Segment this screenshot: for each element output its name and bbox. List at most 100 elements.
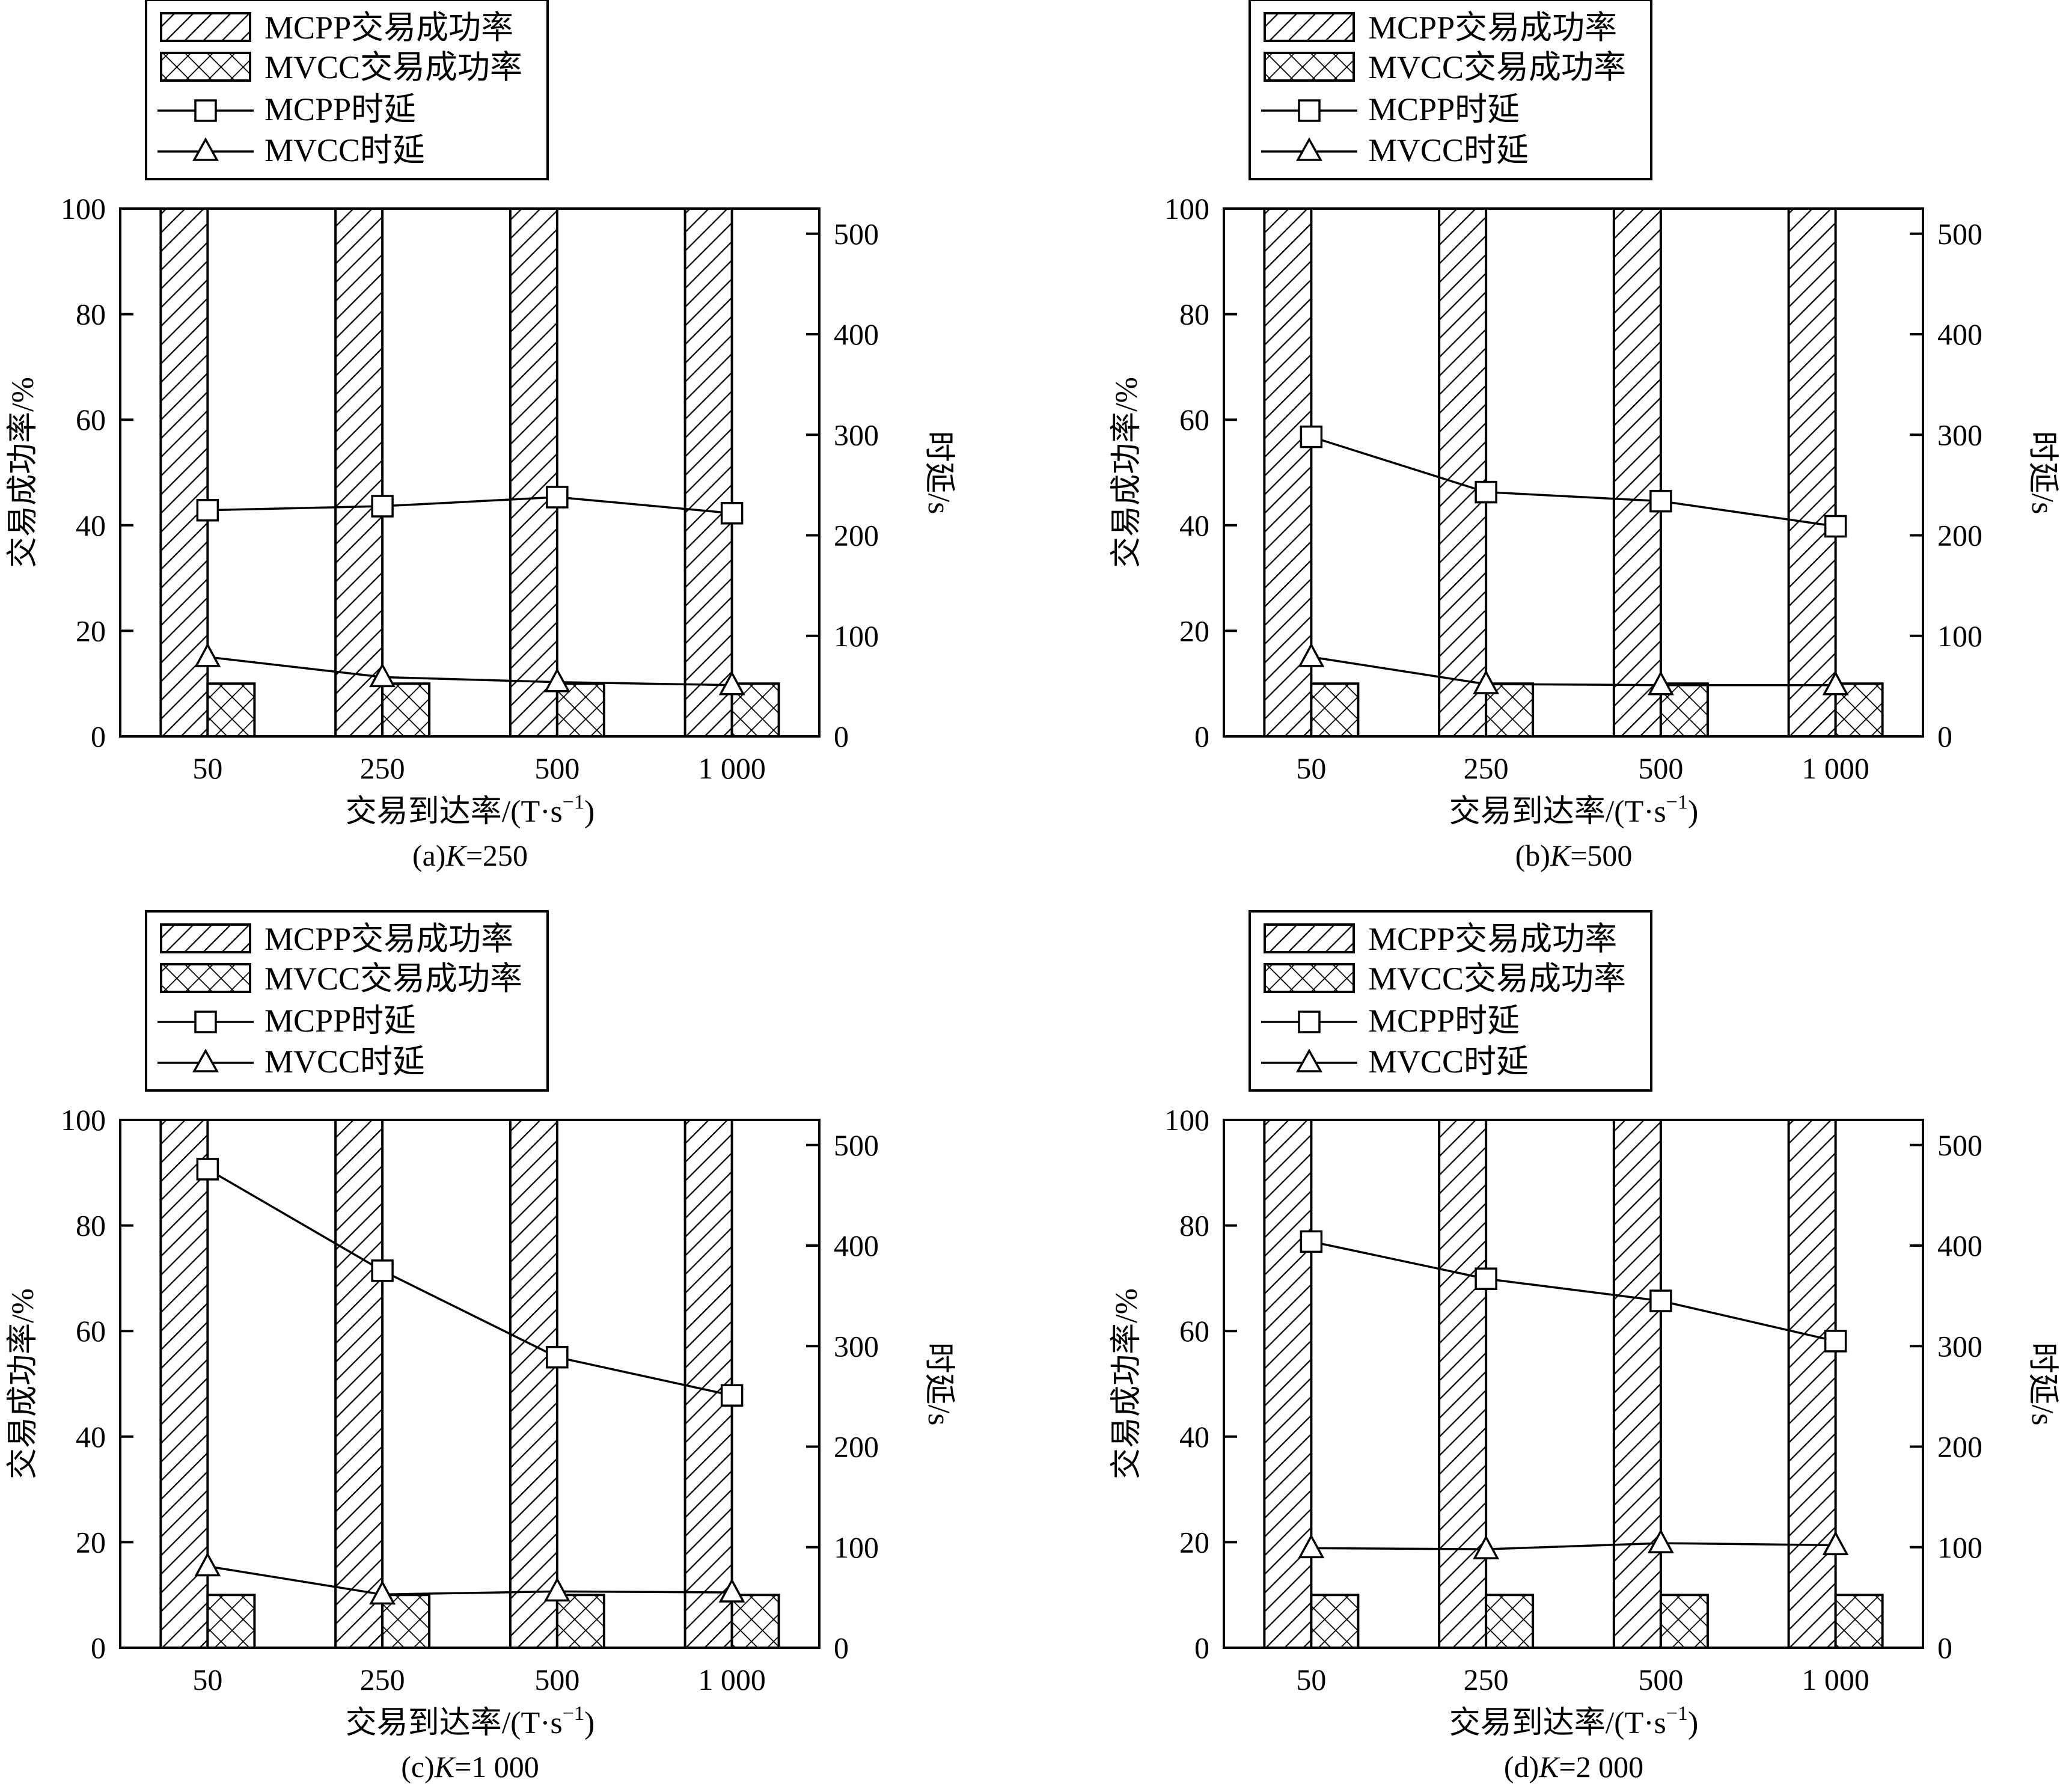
- legend-label-mvcc-delay: MVCC时延: [264, 132, 425, 168]
- y-left-tick-label: 100: [1164, 1103, 1209, 1137]
- x-axis-title-main: 交易到达率/(T·s: [346, 1706, 563, 1740]
- x-axis-title-main: 交易到达率/(T·s: [1449, 795, 1666, 829]
- y-right-tick-label: 100: [1937, 1531, 1982, 1564]
- y-left-tick-label: 0: [91, 720, 106, 753]
- panel-caption: (b)K=500: [1515, 839, 1633, 872]
- line-mcpp-delay: [1310, 435, 1836, 528]
- x-tick-label: 500: [1638, 751, 1683, 785]
- legend-label-mvcc-rate: MVCC交易成功率: [1368, 961, 1626, 997]
- legend-label-mcpp-rate: MCPP交易成功率: [264, 10, 513, 46]
- y-right-tick-label: 500: [1937, 217, 1982, 251]
- y-left-tick-label: 60: [1179, 1314, 1209, 1348]
- marker-mvcc-delay-1: [1298, 1534, 1325, 1559]
- y-left-tick-label: 0: [1194, 1631, 1209, 1665]
- marker-mcpp-delay-4: [1824, 1330, 1847, 1353]
- y-right-tick-label: 300: [1937, 1329, 1982, 1363]
- marker-mvcc-delay-4: [718, 1578, 745, 1603]
- plot-frame: [119, 207, 821, 738]
- bar-mvcc-rate-3: [1659, 1594, 1709, 1649]
- y-left-tick-label: 0: [91, 1631, 106, 1665]
- bar-mcpp-rate-1: [1263, 1119, 1313, 1649]
- x-axis-title: 交易到达率/(T·s−1): [1449, 791, 1699, 829]
- marker-mvcc-delay-1: [1298, 643, 1325, 667]
- x-tick-label: 50: [192, 1663, 222, 1696]
- marker-mvcc-delay-2: [1473, 670, 1500, 694]
- y-right-tick-label: 500: [834, 217, 879, 251]
- caption-k: K: [1538, 1750, 1560, 1784]
- bar-mcpp-rate-1: [159, 1119, 209, 1649]
- panel-caption: (c)K=1 000: [401, 1750, 539, 1784]
- legend-marker-triangle: [1296, 137, 1322, 161]
- caption-prefix: (c): [401, 1750, 435, 1784]
- y-left-tick-label: 80: [76, 1209, 106, 1243]
- marker-mvcc-delay-3: [543, 668, 570, 693]
- y-axis-title-right: 时延/s: [2025, 1342, 2059, 1426]
- legend-label-mcpp-rate: MCPP交易成功率: [1368, 921, 1617, 957]
- y-left-tick-label: 20: [1179, 614, 1209, 647]
- x-axis-title: 交易到达率/(T·s−1): [346, 791, 595, 829]
- legend-label-mvcc-rate: MVCC交易成功率: [264, 961, 522, 997]
- marker-mcpp-delay-3: [546, 1345, 569, 1369]
- x-tick-label: 250: [1464, 751, 1509, 785]
- y-left-tick-label: 40: [76, 1420, 106, 1454]
- panel-caption: (d)K=2 000: [1504, 1750, 1643, 1784]
- x-axis-title-close: ): [584, 1706, 594, 1740]
- bar-mvcc-rate-3: [555, 1594, 605, 1649]
- bar-mcpp-rate-3: [1612, 1119, 1662, 1649]
- bar-mcpp-rate-3: [509, 207, 558, 738]
- y-axis-title-left: 交易成功率/%: [6, 1288, 40, 1479]
- y-right-tick-label: 300: [834, 418, 879, 451]
- y-left-tick-label: 80: [76, 298, 106, 331]
- marker-mvcc-delay-1: [194, 643, 221, 667]
- x-tick-label: 500: [534, 1663, 579, 1696]
- marker-mvcc-delay-4: [1822, 1531, 1849, 1556]
- bar-mcpp-rate-2: [1438, 207, 1488, 738]
- marker-mcpp-delay-4: [1824, 515, 1847, 538]
- x-tick-label: 250: [360, 751, 405, 785]
- legend-swatch-mvcc-rate: [1264, 963, 1355, 993]
- y-left-tick-label: 20: [76, 614, 106, 647]
- y-left-tick-label: 60: [76, 403, 106, 436]
- bar-mvcc-rate-1: [206, 682, 256, 738]
- marker-mcpp-delay-3: [1649, 1289, 1672, 1312]
- marker-mcpp-delay-2: [1475, 480, 1497, 504]
- legend-label-mvcc-rate: MVCC交易成功率: [264, 49, 522, 85]
- legend-swatch-mcpp-rate: [1264, 923, 1355, 953]
- y-left-tick-label: 100: [61, 1103, 106, 1137]
- y-left-tick-label: 40: [76, 509, 106, 542]
- y-right-tick-label: 0: [834, 720, 849, 753]
- plot-frame: [1223, 207, 1924, 738]
- caption-value: =2 000: [1559, 1750, 1643, 1784]
- x-tick-label: 250: [360, 1663, 405, 1696]
- y-right-tick-label: 300: [834, 1329, 879, 1363]
- y-right-tick-label: 300: [1937, 418, 1982, 451]
- legend-marker-triangle: [1296, 1048, 1322, 1072]
- chart-panel-4: MCPP交易成功率 MVCC交易成功率 MCPP时延 MVCC时延 0 20 40 60 80 1…: [1110, 910, 2059, 1784]
- y-left-tick-label: 80: [1179, 1209, 1209, 1243]
- caption-prefix: (b): [1515, 839, 1550, 872]
- panel-caption: (a)K=250: [412, 839, 528, 872]
- legend-swatch-mcpp-rate: [160, 923, 251, 953]
- bar-mcpp-rate-2: [334, 1119, 384, 1649]
- bar-mvcc-rate-1: [1310, 682, 1360, 738]
- line-mcpp-delay: [207, 1168, 732, 1396]
- y-right-tick-label: 200: [1937, 1430, 1982, 1464]
- legend-swatch-mvcc-rate: [1264, 52, 1355, 82]
- bar-mvcc-rate-2: [1485, 1594, 1535, 1649]
- y-axis-title-right: 时延/s: [921, 1342, 956, 1426]
- y-right-tick-label: 200: [1937, 519, 1982, 552]
- legend-swatch-mcpp-rate: [160, 12, 251, 42]
- marker-mcpp-delay-4: [720, 501, 744, 525]
- y-left-tick-label: 0: [1194, 720, 1209, 753]
- legend-label-mcpp-delay: MCPP时延: [264, 91, 416, 127]
- marker-mcpp-delay-3: [1649, 489, 1672, 513]
- legend-marker-triangle: [192, 137, 219, 161]
- y-axis-title-left: 交易成功率/%: [1110, 1288, 1144, 1479]
- plot-frame: [119, 1119, 821, 1649]
